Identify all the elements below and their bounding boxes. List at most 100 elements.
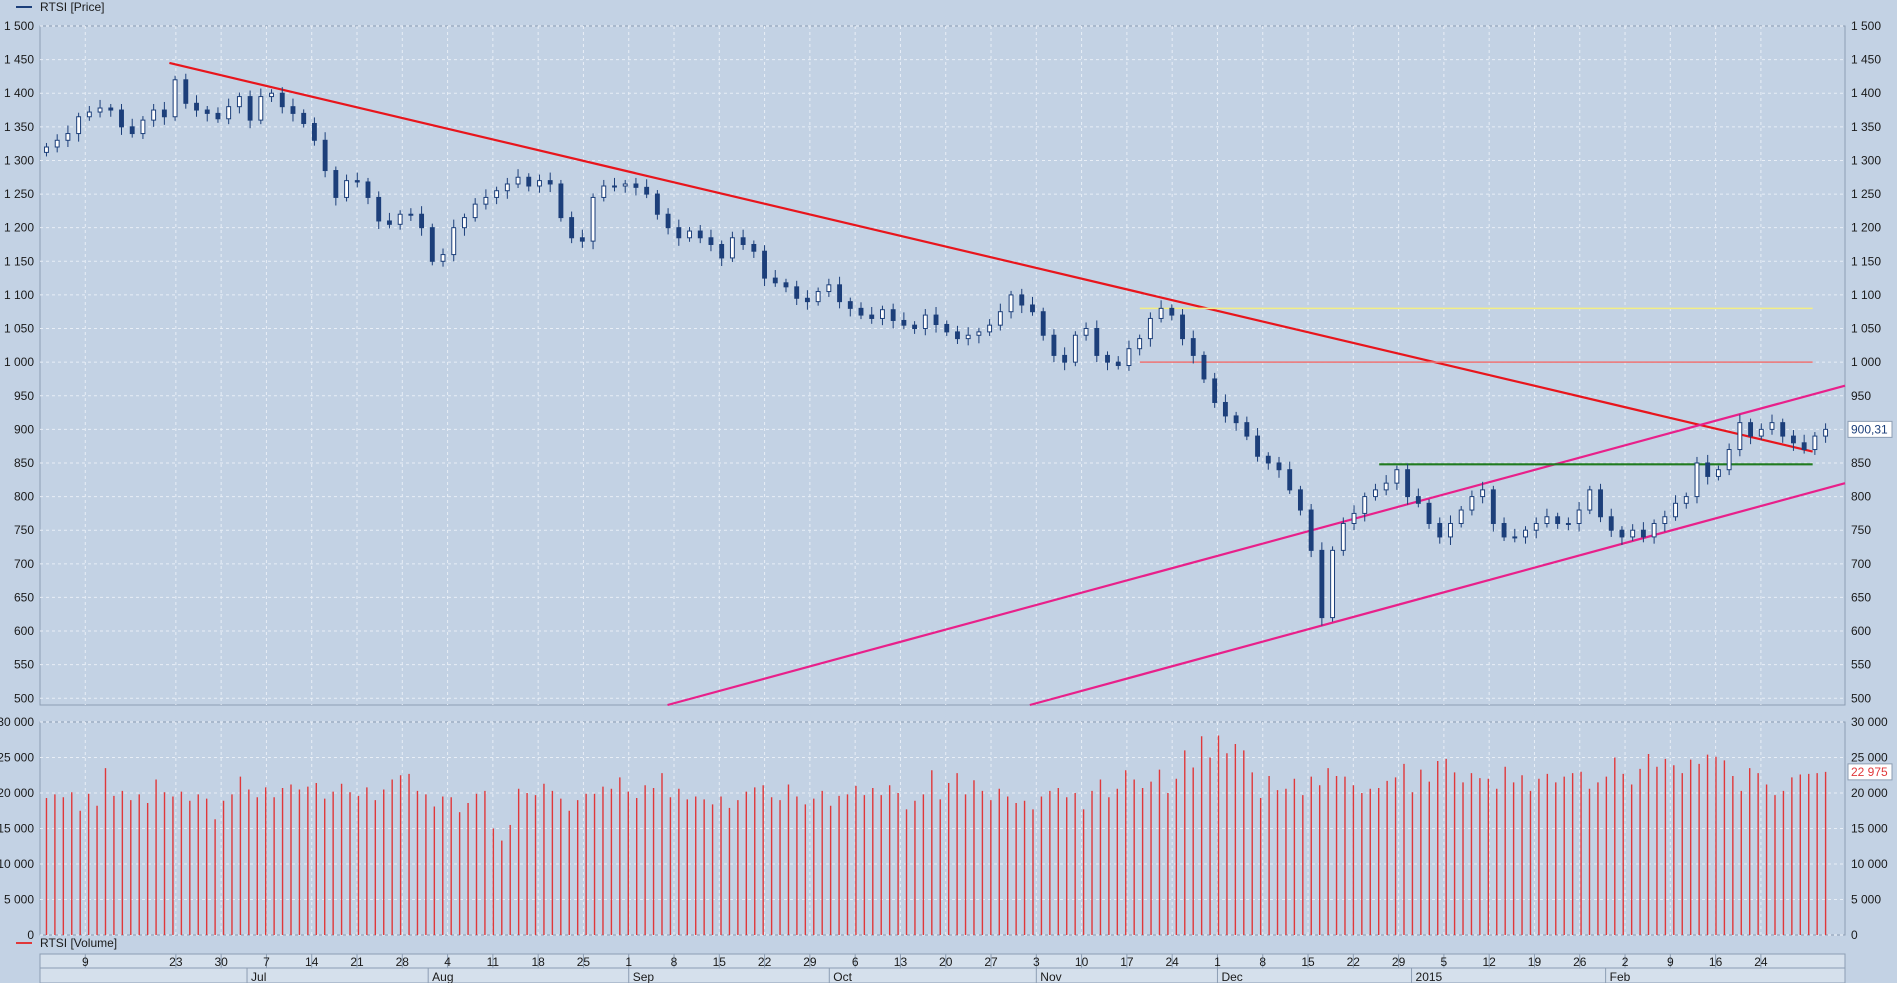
candle-body — [1180, 314, 1185, 340]
candle-body — [44, 146, 49, 153]
candle-body — [451, 227, 457, 256]
price-y-tick-left: 650 — [14, 590, 34, 604]
candle-body — [922, 314, 928, 330]
candle-body — [569, 217, 575, 239]
price-y-tick-right: 1 350 — [1851, 120, 1881, 134]
candle-body — [1512, 536, 1518, 539]
x-day-label: 15 — [713, 955, 727, 969]
candle-body — [119, 109, 124, 128]
price-y-tick-left: 950 — [14, 389, 34, 403]
candle-body — [1619, 529, 1625, 538]
x-day-label: 21 — [350, 955, 364, 969]
candle-body — [86, 111, 92, 118]
x-day-label: 20 — [939, 955, 953, 969]
candle-body — [697, 230, 703, 239]
x-day-label: 19 — [1528, 955, 1542, 969]
price-y-tick-right: 1 050 — [1851, 322, 1881, 336]
candle-body — [1308, 509, 1314, 551]
candle-body — [933, 314, 939, 325]
volume-y-tick-left: 20 000 — [0, 786, 34, 800]
candle-body — [1008, 294, 1014, 313]
x-month-label: Feb — [1610, 970, 1631, 983]
x-day-label: 30 — [214, 955, 228, 969]
price-y-tick-right: 1 150 — [1851, 254, 1881, 268]
volume-last-value-badge: 22 975 — [1847, 763, 1893, 781]
candle-body — [1651, 522, 1657, 538]
candle-body — [1287, 469, 1293, 491]
candle-body — [1083, 328, 1089, 336]
candle-body — [1780, 422, 1786, 437]
candle-body — [462, 217, 467, 229]
price-y-tick-right: 950 — [1851, 389, 1871, 403]
candle-body — [76, 116, 82, 135]
x-day-label: 9 — [1667, 955, 1674, 969]
volume-y-tick-left: 10 000 — [0, 857, 34, 871]
volume-y-tick-left: 30 000 — [0, 715, 34, 729]
x-day-label: 12 — [1482, 955, 1496, 969]
volume-gridlines — [40, 721, 1845, 936]
candle-body — [719, 243, 725, 259]
x-day-label: 26 — [1573, 955, 1587, 969]
candle-body — [1265, 455, 1271, 464]
candle-body — [1190, 338, 1196, 356]
candle-body — [762, 250, 767, 279]
candle-body — [955, 331, 960, 340]
volume-y-tick-right: 20 000 — [1851, 786, 1888, 800]
volume-legend-label: RTSI [Volume] — [40, 936, 117, 950]
price-y-tick-left: 1 200 — [4, 221, 34, 235]
candle-body — [65, 133, 71, 141]
candle-body — [226, 106, 232, 120]
x-day-label: 29 — [803, 955, 817, 969]
candle-body — [1297, 489, 1303, 511]
x-month-label: Aug — [432, 970, 453, 983]
candle-body — [740, 237, 746, 245]
x-day-label: 1 — [625, 955, 632, 969]
candle-body — [494, 190, 500, 198]
drawn-trendlines — [169, 61, 1846, 707]
candle-body — [751, 243, 757, 252]
volume-y-axis-right: 30 000 25 000 20 000 15 000 10 000 5 000 0 — [1851, 715, 1888, 942]
candle-body — [1340, 522, 1346, 551]
candle-body — [1362, 496, 1368, 514]
candle-body — [1115, 361, 1121, 366]
price-y-tick-left: 550 — [14, 658, 34, 672]
candle-body — [1565, 522, 1571, 525]
candle-body — [1040, 311, 1046, 336]
candle-body — [601, 185, 607, 198]
candle-body — [1683, 496, 1689, 504]
candle-body — [644, 186, 650, 195]
candle-body — [311, 122, 317, 141]
candle-body — [97, 107, 103, 113]
candle-body — [183, 79, 189, 104]
x-day-label: 7 — [263, 955, 270, 969]
x-month-label: Oct — [833, 970, 852, 983]
candle-body — [1715, 469, 1721, 477]
candle-body — [54, 139, 60, 148]
candle-body — [365, 181, 371, 198]
candle-body — [965, 334, 971, 340]
x-month-label: Nov — [1040, 970, 1061, 983]
x-month-label: 2015 — [1416, 970, 1443, 983]
candle-body — [236, 96, 242, 108]
candle-body — [1062, 354, 1068, 363]
candle-body — [976, 331, 982, 336]
candle-body — [344, 180, 350, 198]
candle-body — [1126, 348, 1132, 366]
x-day-label: 14 — [305, 955, 319, 969]
candle-body — [676, 227, 682, 239]
price-y-tick-right: 1 300 — [1851, 153, 1881, 167]
x-day-label: 15 — [1301, 955, 1315, 969]
candle-body — [472, 203, 478, 219]
candle-body — [1244, 422, 1250, 437]
candle-body — [826, 284, 832, 293]
candle-body — [783, 282, 789, 288]
price-y-tick-right: 1 100 — [1851, 288, 1881, 302]
price-y-tick-right: 850 — [1851, 456, 1871, 470]
price-y-tick-right: 800 — [1851, 490, 1871, 504]
candle-body — [1169, 307, 1175, 316]
candle-body — [108, 107, 114, 111]
candle-body — [1694, 462, 1700, 498]
price-y-tick-left: 850 — [14, 456, 34, 470]
x-day-label: 13 — [894, 955, 908, 969]
candle-body — [515, 176, 521, 185]
